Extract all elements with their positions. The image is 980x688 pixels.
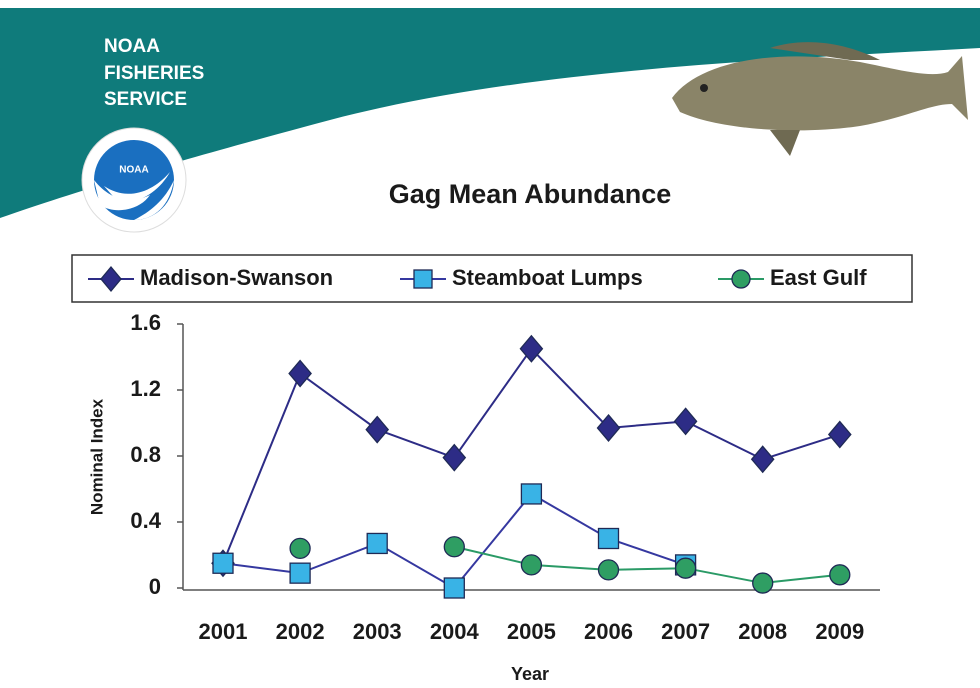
y-tick-label: 0.8 bbox=[130, 442, 161, 467]
header-band bbox=[0, 8, 980, 218]
x-tick-label: 2005 bbox=[507, 619, 556, 644]
diamond-marker bbox=[519, 334, 544, 363]
square-marker bbox=[520, 483, 543, 505]
square-marker bbox=[597, 527, 620, 550]
circle-marker bbox=[289, 537, 311, 560]
diamond-marker bbox=[673, 407, 698, 436]
noaa-logo: NOAA bbox=[81, 127, 187, 233]
circle-marker bbox=[829, 564, 851, 586]
header-line: NOAA bbox=[104, 36, 160, 57]
chart-title: Gag Mean Abundance bbox=[389, 179, 672, 209]
circle-marker bbox=[674, 557, 697, 579]
series-line bbox=[454, 545, 840, 585]
square-marker bbox=[413, 269, 433, 289]
circle-marker bbox=[443, 536, 465, 558]
y-tick-label: 1.6 bbox=[130, 310, 161, 335]
x-tick-label: 2007 bbox=[661, 619, 710, 644]
circle-marker bbox=[731, 269, 751, 289]
diamond-marker bbox=[442, 443, 467, 472]
series-line bbox=[222, 347, 841, 564]
x-tick-label: 2001 bbox=[199, 619, 248, 644]
legend-label: Madison-Swanson bbox=[140, 265, 333, 290]
circle-marker bbox=[597, 559, 620, 581]
fish-illustration bbox=[672, 42, 968, 156]
legend-label: Steamboat Lumps bbox=[452, 265, 643, 290]
square-marker bbox=[366, 532, 388, 555]
diamond-marker bbox=[365, 415, 390, 444]
x-tick-label: 2008 bbox=[738, 619, 787, 644]
y-tick-label: 0 bbox=[149, 574, 161, 599]
logo-text: NOAA bbox=[119, 165, 148, 176]
square-marker bbox=[212, 552, 234, 574]
diamond-marker bbox=[827, 420, 852, 449]
circle-marker bbox=[520, 554, 543, 576]
square-marker bbox=[443, 577, 465, 599]
diamond-marker bbox=[596, 413, 621, 442]
diamond-marker bbox=[288, 359, 312, 388]
y-tick-label: 1.2 bbox=[130, 376, 161, 401]
x-tick-label: 2006 bbox=[584, 619, 633, 644]
x-tick-label: 2004 bbox=[430, 619, 480, 644]
diamond-marker bbox=[750, 445, 775, 474]
x-tick-label: 2002 bbox=[276, 619, 325, 644]
x-tick-label: 2003 bbox=[353, 619, 402, 644]
x-axis-label: Year bbox=[511, 664, 549, 684]
circle-marker bbox=[752, 572, 774, 594]
y-axis-label: Nominal Index bbox=[87, 398, 106, 515]
y-tick-label: 0.4 bbox=[130, 508, 161, 533]
square-marker bbox=[289, 562, 311, 584]
header-line: SERVICE bbox=[104, 89, 187, 110]
header-line: FISHERIES bbox=[104, 63, 204, 84]
legend-label: East Gulf bbox=[770, 265, 867, 290]
diamond-marker bbox=[100, 265, 122, 293]
x-tick-label: 2009 bbox=[815, 619, 864, 644]
legend-box bbox=[71, 254, 913, 303]
